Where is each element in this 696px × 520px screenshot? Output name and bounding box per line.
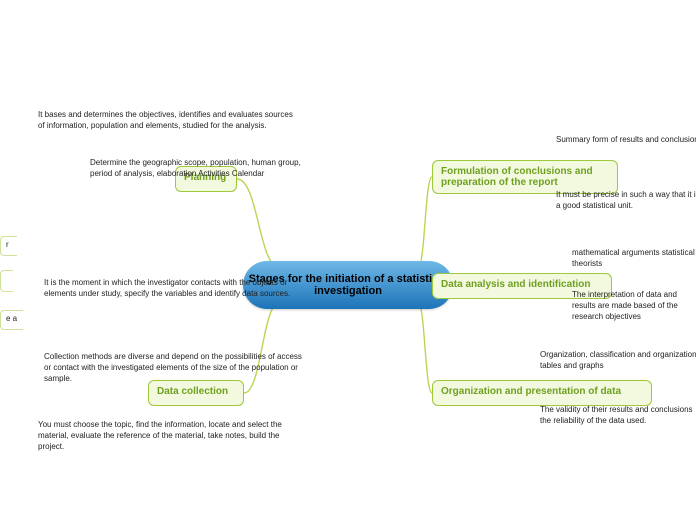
left-clip-fragment-2: e a: [0, 310, 23, 330]
note-planning-0: It bases and determines the objectives, …: [38, 110, 298, 132]
left-clip-fragment-1: [0, 270, 13, 292]
note-collection-2: You must choose the topic, find the info…: [38, 420, 298, 452]
branch-organization: Organization and presentation of data: [432, 380, 652, 406]
note-analysis-1: The interpretation of data and results a…: [572, 290, 696, 322]
branch-conclusions: Formulation of conclusions and preparati…: [432, 160, 618, 194]
note-collection-1: Collection methods are diverse and depen…: [44, 352, 304, 384]
note-planning-1: Determine the geographic scope, populati…: [90, 158, 310, 180]
note-conclusions-0: Summary form of results and conclusions: [556, 135, 696, 146]
left-clip-fragment-0: r: [0, 236, 17, 256]
note-conclusions-1: It must be precise in such a way that it…: [556, 190, 696, 212]
note-collection-0: It is the moment in which the investigat…: [44, 278, 304, 300]
note-organization-1: The validity of their results and conclu…: [540, 405, 696, 427]
note-organization-0: Organization, classification and organiz…: [540, 350, 696, 372]
note-analysis-0: mathematical arguments statistical theor…: [572, 248, 696, 270]
